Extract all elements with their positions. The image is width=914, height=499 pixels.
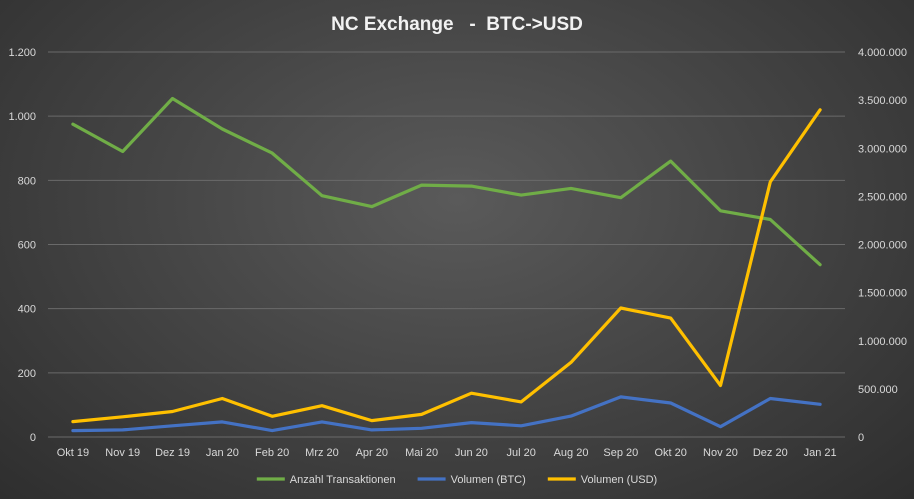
y-axis-right: 0 500.000 1.000.000 1.500.000 2.000.000 2.500… [858,47,907,444]
y-left-tick-label: 400 [18,304,36,316]
y-axis-left: 0 200 400 600 800 1.000 1.200 [8,47,36,444]
x-tick-label: Nov 20 [703,447,738,459]
legend-item: Volumen (BTC) [417,474,526,486]
legend-label: Volumen (BTC) [451,474,526,486]
x-tick-label: Dez 20 [753,447,788,459]
x-tick-label: Apr 20 [356,447,388,459]
y-left-tick-label: 1.200 [8,47,36,59]
y-right-tick-label: 2.500.000 [858,191,907,203]
chart-title: NC Exchange - BTC->USD [331,14,583,35]
x-tick-label: Sep 20 [603,447,638,459]
x-tick-label: Okt 20 [654,447,686,459]
y-right-tick-label: 2.000.000 [858,240,907,252]
series-line-anzahl-transaktionen [71,96,822,267]
y-left-tick-label: 200 [18,368,36,380]
x-tick-label: Dez 19 [155,447,190,459]
y-left-tick-label: 600 [18,240,36,252]
x-tick-label: Feb 20 [255,447,289,459]
x-tick-label: Jan 20 [206,447,239,459]
x-tick-label: Aug 20 [554,447,589,459]
x-tick-label: Jul 20 [507,447,536,459]
y-right-tick-label: 3.000.000 [858,143,907,155]
series-lines [71,96,822,433]
x-axis: Okt 19 Nov 19 Dez 19 Jan 20 Feb 20 Mrz 20 Apr … [57,447,837,459]
legend-label: Anzahl Transaktionen [290,474,396,486]
legend-item: Anzahl Transaktionen [256,474,396,486]
y-right-tick-label: 0 [858,432,864,444]
series-line-volumen-btc [71,395,822,433]
y-left-tick-label: 0 [30,432,36,444]
y-right-tick-label: 500.000 [858,384,898,396]
x-tick-label: Okt 19 [57,447,89,459]
legend-label: Volumen (USD) [581,474,657,486]
legend: Anzahl Transaktionen Volumen (BTC) Volumen… [256,474,657,486]
x-tick-label: Jun 20 [455,447,488,459]
y-right-tick-label: 1.500.000 [858,288,907,300]
y-right-tick-label: 4.000.000 [858,47,907,59]
x-tick-label: Jan 21 [804,447,837,459]
y-left-tick-label: 1.000 [8,111,36,123]
x-tick-label: Nov 19 [105,447,140,459]
legend-item: Volumen (USD) [547,474,657,486]
y-right-tick-label: 1.000.000 [858,336,907,348]
y-left-tick-label: 800 [18,175,36,187]
y-right-tick-label: 3.500.000 [858,95,907,107]
x-tick-label: Mai 20 [405,447,438,459]
series-line-volumen-usd [71,108,822,424]
gridlines [48,51,845,438]
x-tick-label: Mrz 20 [305,447,339,459]
